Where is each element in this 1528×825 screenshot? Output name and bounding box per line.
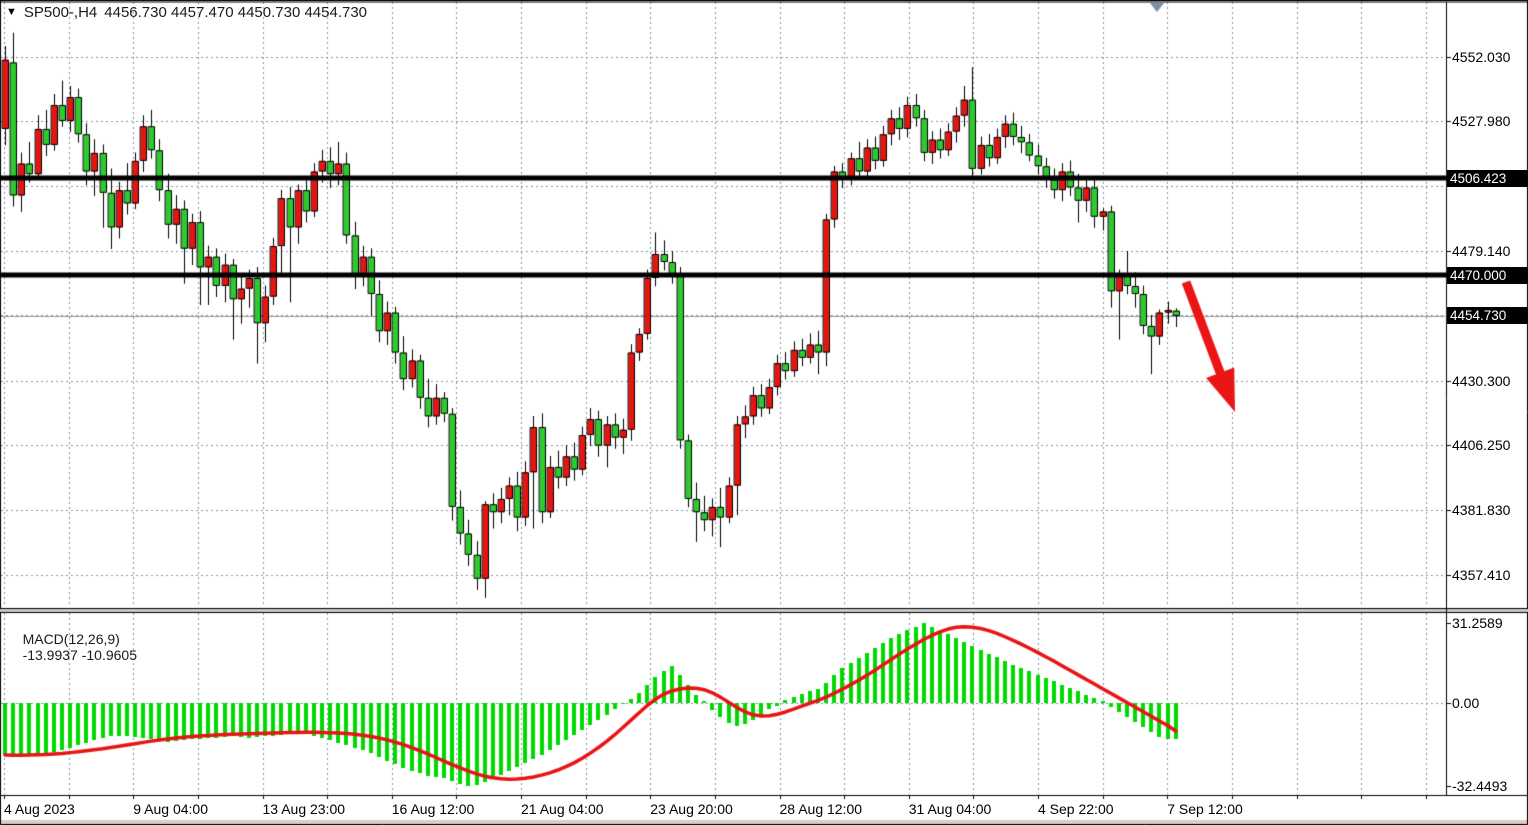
time-axis-label: 28 Aug 12:00 [779, 801, 863, 817]
time-axis-label: 13 Aug 23:00 [262, 801, 346, 817]
time-axis-label: 4 Sep 22:00 [1038, 801, 1114, 817]
macd-values: -13.9937 -10.9605 [22, 647, 137, 663]
price-level-badge: 4506.423 [1447, 169, 1528, 187]
price-axis-label: 4479.140 [1452, 243, 1511, 259]
chart-ohlc-values: 4456.730 4457.470 4450.730 4454.730 [104, 4, 368, 21]
time-axis-label: 31 Aug 04:00 [908, 801, 992, 817]
price-axis-label: 4552.030 [1452, 49, 1511, 65]
chart-title: ▼ SP500-,H4 4456.730 4457.470 4450.730 4… [6, 4, 367, 21]
time-axis-label: 9 Aug 04:00 [133, 801, 208, 817]
price-axis-label: 4527.980 [1452, 113, 1511, 129]
macd-name: MACD(12,26,9) [22, 631, 120, 647]
time-axis-label: 4 Aug 2023 [4, 801, 75, 817]
macd-axis-label: 31.2589 [1452, 615, 1503, 632]
time-axis-label: 21 Aug 04:00 [521, 801, 604, 817]
price-level-badge: 4454.730 [1447, 307, 1528, 325]
macd-indicator-label: MACD(12,26,9) -13.9937 -10.9605 [7, 615, 137, 679]
time-axis-label: 7 Sep 12:00 [1167, 801, 1243, 817]
price-axis-label: 4406.250 [1452, 437, 1511, 453]
time-axis-label: 23 Aug 20:00 [650, 801, 733, 817]
price-level-badge: 4470.000 [1447, 266, 1528, 284]
price-axis-label: 4430.300 [1452, 372, 1511, 389]
symbol-dropdown-icon[interactable]: ▼ [6, 6, 17, 18]
price-axis-label: 4381.830 [1452, 502, 1511, 518]
macd-axis-label: -32.4493 [1452, 778, 1508, 794]
chart-symbol-period: SP500-,H4 [23, 4, 98, 21]
price-axis-label: 4357.410 [1452, 567, 1511, 583]
time-axis-label: 16 Aug 12:00 [391, 801, 475, 817]
macd-axis-label: 0.00 [1452, 695, 1480, 711]
